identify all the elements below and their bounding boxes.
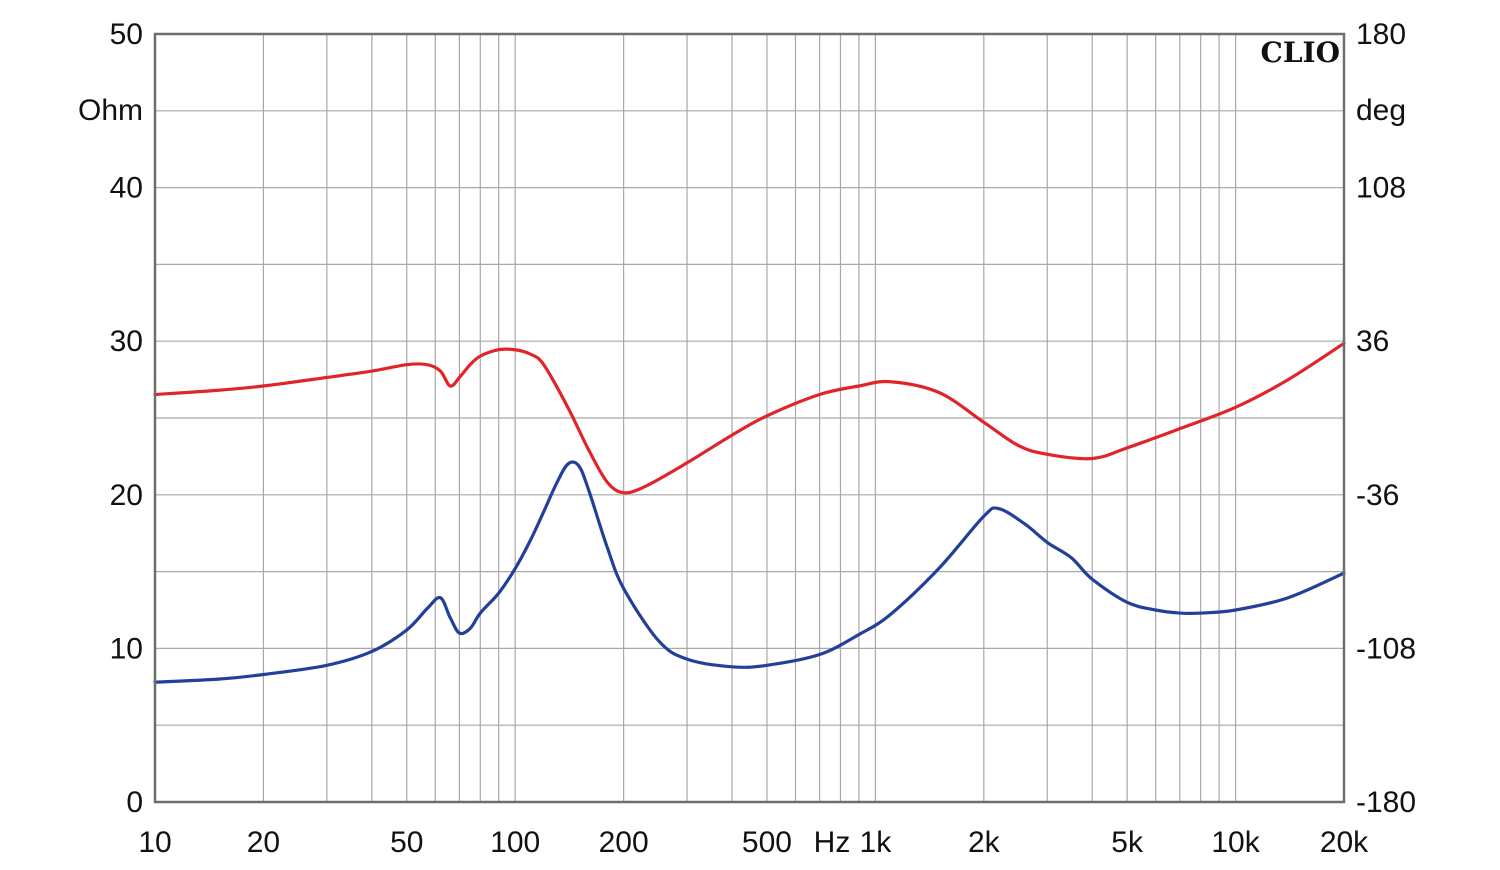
left-tick-label: 40 xyxy=(110,172,143,205)
right-tick-label: 36 xyxy=(1356,325,1389,358)
right-tick-label: -180 xyxy=(1356,786,1416,819)
right-tick-label: 180 xyxy=(1356,18,1406,51)
x-tick-label: 20k xyxy=(1320,826,1369,859)
left-tick-label: 50 xyxy=(110,18,143,51)
x-tick-label: 1k xyxy=(860,826,893,859)
right-tick-label: 108 xyxy=(1356,172,1406,205)
x-tick-label: 500 xyxy=(742,826,792,859)
brand-label: CLIO xyxy=(1261,36,1340,69)
x-tick-label: 100 xyxy=(490,826,540,859)
left-tick-label: 10 xyxy=(110,632,143,665)
left-tick-label: 0 xyxy=(126,786,143,819)
grid xyxy=(155,34,1344,802)
impedance-curve xyxy=(153,460,1346,684)
x-tick-label: 10 xyxy=(138,826,171,859)
left-tick-label: 20 xyxy=(110,479,143,512)
x-axis-unit: Hz xyxy=(814,826,851,859)
right-tick-label: -36 xyxy=(1356,479,1399,512)
left-tick-label: 30 xyxy=(110,325,143,358)
x-tick-label: 20 xyxy=(247,826,280,859)
x-tick-label: 5k xyxy=(1111,826,1144,859)
right-tick-label: -108 xyxy=(1356,632,1416,665)
axis-ticks: 10 20 50 100 200 500 1k 2k 5k 10k 20k 0 10 20 30 40 50 -1… xyxy=(110,18,1416,859)
right-axis-unit: deg xyxy=(1356,94,1406,127)
phase-curve xyxy=(153,341,1346,495)
x-tick-label: 200 xyxy=(599,826,649,859)
plot-frame xyxy=(153,32,1346,804)
data-series xyxy=(153,341,1346,684)
x-tick-label: 2k xyxy=(968,826,1001,859)
x-tick-label: 50 xyxy=(390,826,423,859)
x-tick-label: 10k xyxy=(1211,826,1260,859)
left-axis-unit: Ohm xyxy=(78,94,143,127)
